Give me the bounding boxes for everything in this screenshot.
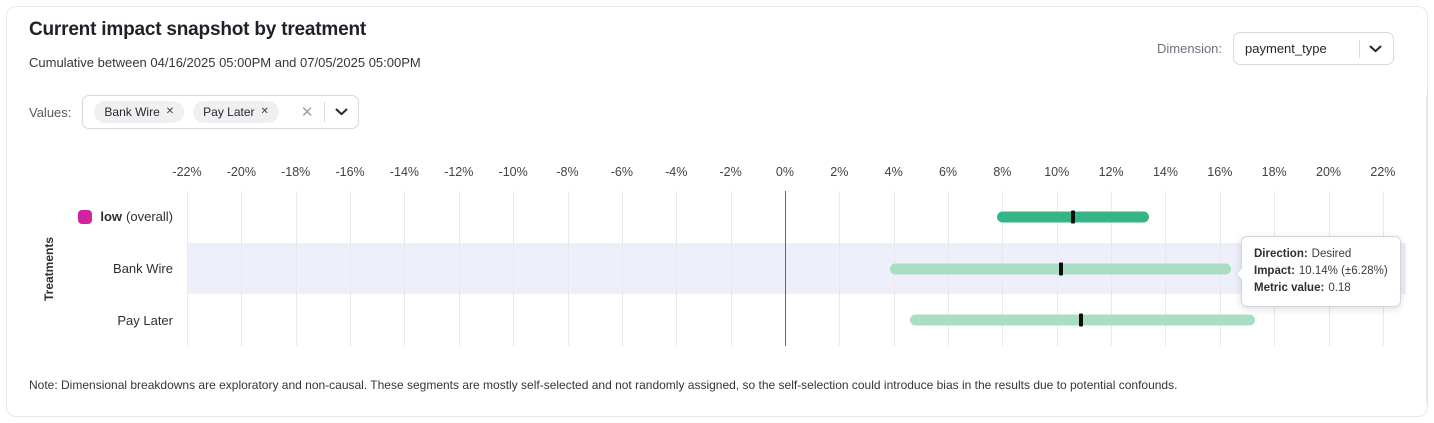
selected-values: Bank Wire ✕ Pay Later ✕ — [94, 101, 279, 123]
values-box-divider — [323, 102, 325, 122]
dimension-control: Dimension: payment_type — [1157, 32, 1395, 65]
tooltip-impact-line: Impact: 10.14% (±6.28%) — [1254, 265, 1388, 277]
x-tick-label: -6% — [610, 165, 633, 179]
row-label-text: Bank Wire — [113, 260, 173, 276]
zero-gridline — [784, 191, 787, 346]
x-tick-label: -18% — [281, 165, 311, 179]
row-label-suffix: (overall) — [126, 209, 173, 225]
neighbor-card-edge — [1426, 95, 1427, 403]
row-label: Bank Wire — [7, 243, 173, 295]
x-tick-label: 14% — [1152, 165, 1178, 179]
x-tick-label: -20% — [226, 165, 256, 179]
x-axis-labels: -22% -20% -18% -16% -14% -12% -10% -8% -6% -4% -2%… — [172, 162, 1406, 182]
dimension-label: Dimension: — [1157, 41, 1223, 56]
page-title: Current impact snapshot by treatment — [29, 19, 366, 40]
legend-swatch — [78, 209, 93, 224]
x-tick-label: 6% — [938, 165, 958, 179]
gridline — [676, 191, 678, 346]
x-tick-label: -14% — [389, 165, 420, 179]
x-tick-label: 8% — [993, 165, 1012, 179]
x-tick-label: -8% — [556, 165, 579, 179]
x-tick-label: 18% — [1261, 165, 1287, 179]
row-label-text: low — [100, 209, 123, 225]
gridline — [350, 191, 352, 346]
dimension-select-divider — [1359, 39, 1361, 58]
x-tick-label: 12% — [1098, 165, 1124, 179]
impact-snapshot-card: Current impact snapshot by treatment Cum… — [6, 6, 1428, 417]
x-tick-label: 10% — [1044, 165, 1070, 179]
gridline — [187, 191, 188, 346]
page-subtitle: Cumulative between 04/16/2025 05:00PM an… — [29, 55, 421, 70]
gridline — [839, 191, 841, 346]
dimension-value: payment_type — [1245, 41, 1327, 56]
x-tick-label: -10% — [498, 165, 528, 179]
row-label: low (overall) — [7, 191, 173, 243]
x-tick-label: 2% — [830, 165, 849, 179]
tooltip-metric-line: Metric value: 0.18 — [1254, 282, 1351, 294]
gridline — [295, 191, 297, 346]
x-tick-label: -12% — [444, 165, 474, 179]
value-chip[interactable]: Pay Later ✕ — [193, 101, 279, 123]
x-tick-label: 0% — [775, 165, 794, 179]
values-filter-row: Values: Bank Wire ✕ Pay Later ✕ ✕ — [29, 95, 359, 129]
dimension-select[interactable]: payment_type — [1233, 32, 1395, 65]
values-chevron-down-icon[interactable] — [335, 108, 348, 116]
gridline — [513, 191, 515, 346]
x-tick-label: -16% — [335, 165, 365, 179]
row-label-text: Pay Later — [117, 312, 173, 328]
impact-point-marker — [1058, 262, 1063, 275]
chip-remove-icon[interactable]: ✕ — [165, 106, 175, 117]
chip-remove-icon[interactable]: ✕ — [260, 106, 269, 117]
x-tick-label: -22% — [172, 165, 202, 179]
value-chip[interactable]: Bank Wire ✕ — [94, 101, 185, 123]
plot-area — [187, 191, 1406, 346]
x-tick-label: 4% — [884, 165, 903, 179]
values-filter-box[interactable]: Bank Wire ✕ Pay Later ✕ ✕ — [82, 95, 359, 129]
gridline — [458, 191, 460, 346]
chevron-down-icon[interactable] — [1369, 45, 1382, 53]
impact-point-marker — [1071, 210, 1076, 224]
row-labels: low (overall) Bank Wire Pay Later — [7, 191, 173, 346]
clear-values-icon[interactable]: ✕ — [300, 103, 314, 121]
x-tick-label: 22% — [1370, 165, 1396, 179]
x-tick-label: -4% — [665, 165, 688, 179]
x-tick-label: 16% — [1207, 165, 1233, 179]
row-label: Pay Later — [7, 294, 173, 346]
x-tick-label: -2% — [719, 165, 742, 179]
gridline — [567, 191, 569, 346]
note-text: Note: Dimensional breakdowns are explora… — [29, 378, 1178, 392]
gridline — [621, 191, 623, 346]
x-tick-label: 20% — [1316, 165, 1342, 179]
tooltip-direction-line: Direction: Desired — [1254, 248, 1352, 260]
values-label: Values: — [29, 104, 72, 120]
value-chip-label: Pay Later — [203, 105, 255, 119]
gridline — [730, 191, 732, 346]
gridline — [404, 191, 406, 346]
gridline — [241, 191, 243, 346]
impact-point-marker — [1079, 313, 1084, 327]
value-chip-label: Bank Wire — [104, 105, 160, 119]
tooltip: Direction: Desired Impact: 10.14% (±6.28%)… — [1234, 236, 1401, 307]
